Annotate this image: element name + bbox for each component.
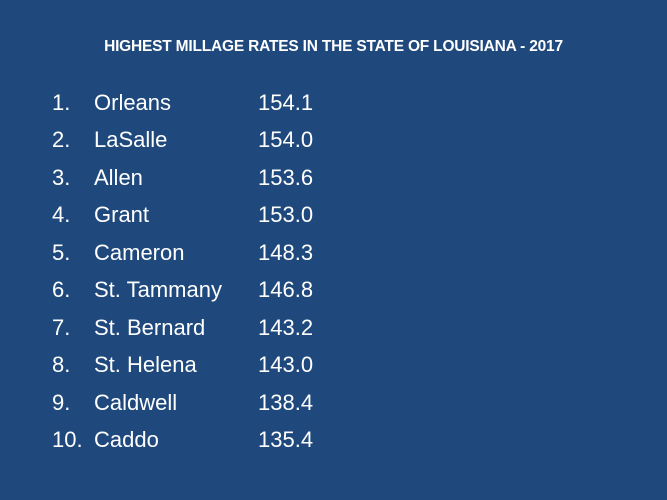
millage-rate: 138.4 [258,389,314,415]
parish-name: Caldwell [94,389,178,415]
list-item: 1. Orleans 154.1 [52,84,338,122]
rank: 6. [52,277,71,303]
parish-name: St. Bernard [94,314,206,340]
millage-rate: 146.8 [258,277,314,303]
parish-name: Grant [94,202,150,228]
parish-name: Caddo [94,427,159,453]
rank: 4. [52,202,71,228]
millage-rate: 148.3 [258,239,314,265]
rank: 8. [52,352,71,378]
rank: 9. [52,389,71,415]
list-item: 9. Caldwell 138.4 [52,384,338,422]
millage-rate: 154.0 [258,127,314,153]
list-item: 7. St. Bernard 143.2 [52,309,338,347]
list-item: 3. Allen 153.6 [52,159,338,197]
rank: 7. [52,314,71,340]
millage-rate: 153.0 [258,202,314,228]
parish-name: Cameron [94,239,185,265]
rank: 10. [52,427,83,453]
list-item: 4. Grant 153.0 [52,197,338,235]
millage-rate: 143.2 [258,314,314,340]
millage-list: 1. Orleans 154.1 2. LaSalle 154.0 3. Allen 153… [52,84,338,459]
list-item: 6. St. Tammany 146.8 [52,272,338,310]
parish-name: LaSalle [94,127,168,153]
rank: 2. [52,127,71,153]
list-item: 2. LaSalle 154.0 [52,122,338,160]
list-item: 10. Caddo 135.4 [52,422,338,460]
parish-name: St. Helena [94,352,197,378]
millage-rate: 143.0 [258,352,314,378]
parish-name: Orleans [94,89,172,115]
millage-rate: 135.4 [258,427,314,453]
slide-title: HIGHEST MILLAGE RATES IN THE STATE OF LO… [104,38,563,55]
rank: 1. [52,89,71,115]
rank: 5. [52,239,71,265]
rank: 3. [52,164,71,190]
millage-rate: 153.6 [258,164,314,190]
list-item: 5. Cameron 148.3 [52,234,338,272]
parish-name: St. Tammany [94,277,222,303]
parish-name: Allen [94,164,143,190]
millage-rate: 154.1 [258,89,314,115]
list-item: 8. St. Helena 143.0 [52,347,338,385]
